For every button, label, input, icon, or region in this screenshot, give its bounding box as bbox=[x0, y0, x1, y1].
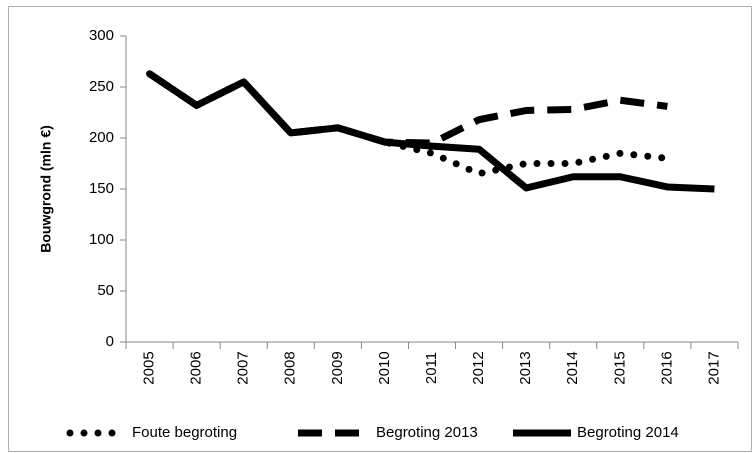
y-tick-label: 100 bbox=[89, 231, 114, 248]
line-series bbox=[147, 70, 668, 147]
x-tick-label: 2005 bbox=[141, 351, 158, 384]
legend-label: Begroting 2013 bbox=[376, 424, 478, 441]
legend-label: Foute begroting bbox=[132, 424, 237, 441]
line-series bbox=[147, 70, 715, 193]
x-tick-label: 2012 bbox=[470, 351, 487, 384]
y-tick-label: 250 bbox=[89, 78, 114, 95]
y-tick-label: 200 bbox=[89, 129, 114, 146]
x-tick-label: 2011 bbox=[423, 352, 440, 384]
legend-label: Begroting 2014 bbox=[577, 424, 679, 441]
x-tick-label: 2014 bbox=[564, 351, 581, 384]
x-tick-label: 2013 bbox=[517, 351, 534, 384]
x-tick-label: 2010 bbox=[376, 351, 393, 384]
x-tick-label: 2017 bbox=[705, 351, 722, 384]
x-tick-label: 2007 bbox=[235, 351, 252, 384]
chart-border bbox=[8, 6, 752, 452]
y-tick-label: 50 bbox=[97, 282, 114, 299]
x-tick-label: 2016 bbox=[658, 351, 675, 384]
y-tick-label: 0 bbox=[106, 333, 114, 350]
x-tick-label: 2009 bbox=[329, 351, 346, 384]
x-tick-label: 2008 bbox=[282, 351, 299, 384]
y-axis-label: Bouwgrond (mln €) bbox=[38, 125, 54, 253]
x-tick-label: 2006 bbox=[188, 351, 205, 384]
y-tick-label: 300 bbox=[89, 27, 114, 44]
x-tick-label: 2015 bbox=[611, 351, 628, 384]
y-tick-label: 150 bbox=[89, 180, 114, 197]
